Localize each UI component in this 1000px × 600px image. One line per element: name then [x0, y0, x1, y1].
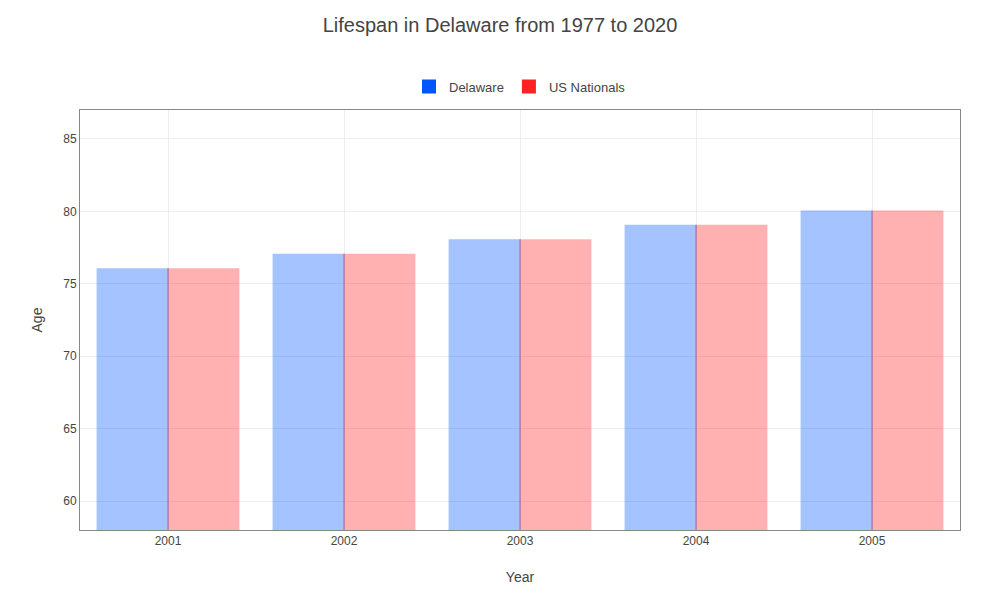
svg-text:75: 75: [63, 277, 77, 291]
svg-text:US Nationals: US Nationals: [549, 80, 625, 95]
svg-text:65: 65: [63, 422, 77, 436]
svg-text:Delaware: Delaware: [449, 80, 504, 95]
svg-text:2003: 2003: [507, 534, 534, 548]
svg-text:60: 60: [63, 494, 77, 508]
svg-text:Lifespan in Delaware from 1977: Lifespan in Delaware from 1977 to 2020: [323, 14, 678, 36]
svg-text:Age: Age: [29, 307, 45, 332]
svg-text:85: 85: [63, 132, 77, 146]
svg-text:Year: Year: [506, 569, 535, 585]
svg-text:2004: 2004: [683, 534, 710, 548]
svg-text:2002: 2002: [331, 534, 358, 548]
svg-text:80: 80: [63, 205, 77, 219]
svg-text:2001: 2001: [155, 534, 182, 548]
svg-text:2005: 2005: [859, 534, 886, 548]
svg-text:70: 70: [63, 349, 77, 363]
